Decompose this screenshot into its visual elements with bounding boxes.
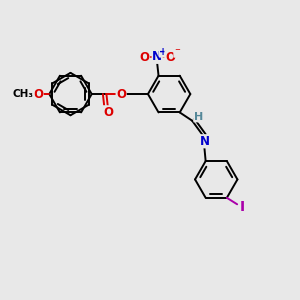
Text: ⁻: ⁻ <box>174 47 180 57</box>
Text: O: O <box>33 88 43 100</box>
Text: O: O <box>103 106 113 119</box>
Text: N: N <box>200 135 210 148</box>
Text: N: N <box>152 50 162 63</box>
Text: O: O <box>116 88 126 100</box>
Text: O: O <box>140 51 150 64</box>
Text: CH₃: CH₃ <box>13 89 34 99</box>
Text: +: + <box>160 47 168 57</box>
Text: H: H <box>194 112 203 122</box>
Text: I: I <box>240 200 245 214</box>
Text: O: O <box>165 51 175 64</box>
